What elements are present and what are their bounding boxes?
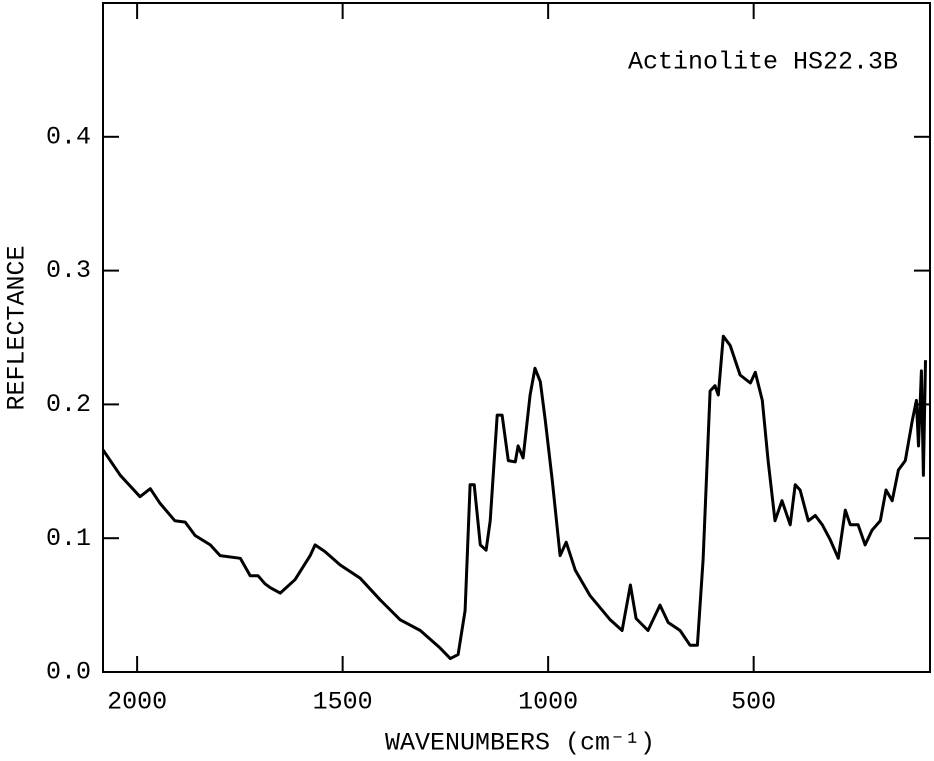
y-tick-label: 0.3: [46, 256, 91, 285]
spectrum-line: [101, 334, 927, 661]
x-axis-label: WAVENUMBERS (cm⁻¹): [385, 729, 655, 758]
y-tick-label: 0.0: [46, 658, 91, 687]
annotation: Actinolite HS22.3B: [628, 48, 898, 77]
x-tick-label: 1500: [313, 688, 373, 717]
x-tick-label: 2000: [107, 688, 167, 717]
y-tick-label: 0.1: [46, 524, 91, 553]
y-tick-label: 0.4: [46, 122, 91, 151]
y-axis-label: REFLECTANCE: [3, 245, 32, 410]
plot-frame: [102, 2, 931, 673]
y-tick-label: 0.2: [46, 390, 91, 419]
x-tick-label: 1000: [518, 688, 578, 717]
x-tick-label: 500: [731, 688, 776, 717]
